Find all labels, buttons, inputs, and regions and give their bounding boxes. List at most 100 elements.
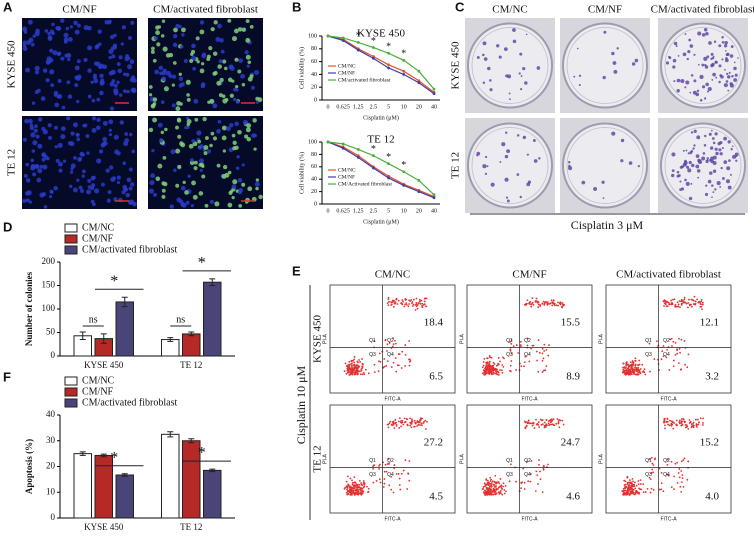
event-dot (345, 491, 348, 494)
event-dot (487, 491, 490, 494)
colony (706, 55, 710, 59)
colony (496, 44, 500, 48)
colony (724, 68, 726, 71)
event-dot (505, 490, 507, 493)
nucleus (124, 138, 130, 143)
event-dot (649, 491, 652, 494)
event-dot (682, 301, 685, 304)
nucleus (68, 184, 73, 189)
colony (506, 199, 510, 203)
colony (732, 154, 737, 159)
event-dot (556, 418, 559, 420)
event-dot (495, 485, 497, 487)
nucleus (186, 125, 190, 129)
colony (693, 79, 697, 83)
nucleus (188, 143, 194, 149)
event-dot (666, 458, 669, 461)
nucleus (74, 65, 80, 71)
event-dot (528, 360, 531, 363)
event-dot (530, 347, 532, 350)
event-dot (485, 369, 488, 372)
event-dot (683, 340, 686, 342)
event-dot (494, 493, 497, 496)
nucleus (228, 64, 234, 70)
nucleus (227, 170, 232, 175)
event-dot (633, 368, 636, 371)
colony (499, 161, 502, 163)
event-dot (541, 423, 544, 426)
nucleus (74, 75, 79, 80)
event-dot (490, 356, 493, 359)
event-dot (642, 491, 645, 494)
event-dot (500, 484, 503, 487)
nucleus (90, 80, 94, 84)
event-dot (683, 298, 686, 301)
nucleus (157, 122, 163, 128)
nucleus (30, 165, 36, 171)
x-tick-label: 1.25 (353, 104, 364, 110)
event-dot (534, 490, 537, 492)
event-dot (531, 297, 534, 300)
nucleus (200, 82, 206, 87)
event-dot (644, 373, 647, 376)
event-dot (421, 302, 424, 305)
nucleus (217, 119, 222, 124)
nucleus (152, 117, 158, 123)
event-dot (666, 417, 669, 420)
event-dot (702, 301, 704, 304)
event-dot (634, 491, 637, 494)
colony (701, 85, 706, 89)
nucleus (51, 22, 55, 27)
event-dot (353, 484, 356, 487)
colony (673, 41, 678, 46)
event-dot (394, 302, 397, 305)
event-dot (483, 493, 486, 496)
event-dot (401, 350, 404, 353)
event-dot (492, 371, 495, 374)
event-dot (557, 304, 559, 307)
event-dot (353, 355, 356, 358)
event-dot (660, 471, 663, 474)
event-dot (525, 421, 528, 423)
event-dot (684, 363, 687, 366)
colony (727, 140, 731, 144)
event-dot (521, 481, 523, 484)
colony (706, 157, 709, 160)
colony (725, 53, 729, 56)
event-dot (424, 428, 427, 430)
nucleus (149, 180, 155, 186)
event-dot (629, 491, 632, 493)
x-tick-label: 0.625 (336, 208, 350, 214)
event-dot (537, 421, 540, 424)
event-dot (405, 302, 408, 304)
nucleus (73, 156, 77, 160)
event-dot (500, 369, 503, 372)
nucleus (255, 100, 259, 104)
y-tick-label: 30 (46, 435, 56, 445)
nucleus (73, 20, 78, 26)
colony (690, 74, 694, 77)
x-axis-label: FITC-A (384, 516, 401, 522)
event-dot (358, 365, 361, 368)
event-dot (354, 491, 356, 494)
event-dot (630, 484, 633, 487)
event-dot (524, 427, 527, 430)
event-dot (356, 373, 359, 376)
dish-inner (566, 127, 644, 204)
colony (677, 54, 680, 57)
event-dot (663, 305, 665, 307)
nucleus (150, 46, 155, 51)
event-dot (409, 424, 412, 427)
nucleus (178, 83, 183, 88)
event-dot (543, 302, 546, 305)
event-dot (407, 472, 409, 475)
event-dot (686, 478, 689, 481)
nucleus (203, 151, 208, 156)
event-dot (687, 353, 690, 356)
event-dot (421, 417, 424, 420)
event-dot (673, 488, 675, 491)
event-dot (350, 371, 353, 373)
nucleus (190, 158, 194, 162)
nucleus (232, 146, 237, 151)
event-dot (629, 364, 632, 367)
